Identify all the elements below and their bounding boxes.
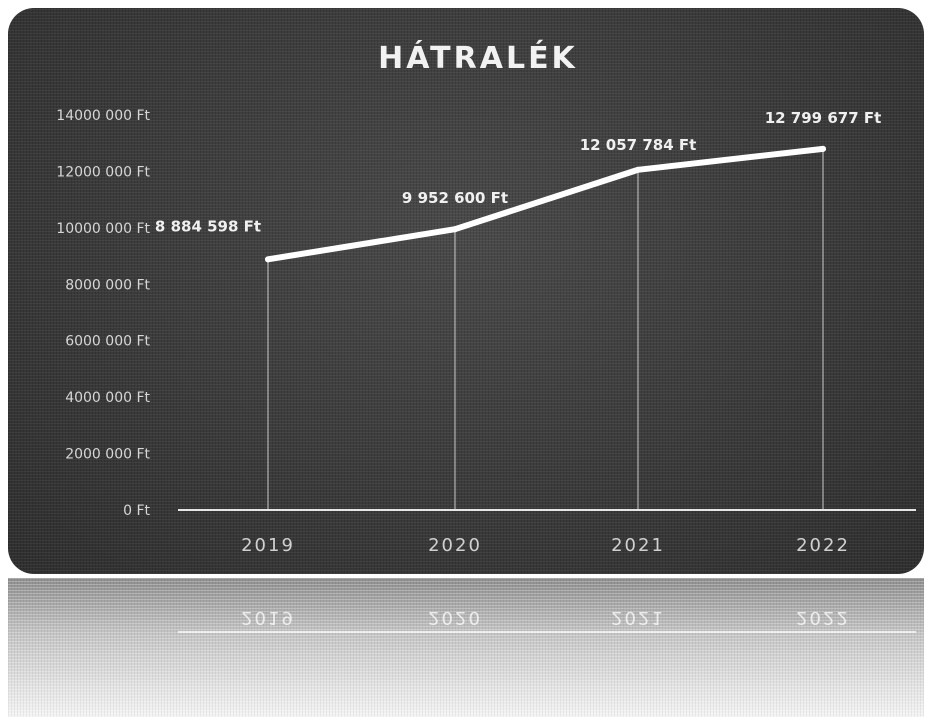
reflected-x-label: 2022 — [796, 607, 850, 628]
x-tick-label: 2020 — [428, 535, 482, 556]
x-tick-label: 2021 — [611, 535, 665, 556]
data-label: 9 952 600 Ft — [402, 189, 508, 207]
reflected-x-labels: 2019 2020 2021 2022 — [241, 607, 850, 628]
data-label: 12 057 784 Ft — [580, 136, 697, 154]
y-tick-label: 2000 000 Ft — [65, 447, 150, 463]
chart-reflection: 2019 2020 2021 2022 — [8, 578, 924, 717]
y-tick-label: 0 Ft — [123, 503, 150, 519]
y-tick-label: 14000 000 Ft — [56, 108, 150, 124]
series-line — [265, 145, 826, 263]
data-labels: 8 884 598 Ft 9 952 600 Ft 12 057 784 Ft 12 … — [155, 109, 881, 235]
data-label: 12 799 677 Ft — [765, 109, 882, 127]
reflected-x-label: 2021 — [611, 607, 665, 628]
y-tick-label: 8000 000 Ft — [65, 277, 150, 293]
reflection-canvas: 2019 2020 2021 2022 — [178, 607, 916, 633]
y-tick-label: 10000 000 Ft — [56, 221, 150, 237]
data-point — [635, 166, 641, 173]
data-point — [265, 256, 271, 263]
x-axis-ticks: 2019 2020 2021 2022 — [241, 535, 850, 556]
y-tick-label: 12000 000 Ft — [56, 164, 150, 180]
data-label: 8 884 598 Ft — [155, 217, 261, 235]
data-point — [820, 145, 826, 152]
y-tick-label: 4000 000 Ft — [65, 390, 150, 406]
reflected-x-label: 2019 — [241, 607, 295, 628]
drop-lines — [267, 148, 824, 510]
data-point — [452, 226, 458, 233]
chart-canvas: HÁTRALÉK 0 Ft 2000 000 Ft 4000 000 Ft 6000 … — [56, 40, 916, 556]
x-tick-label: 2022 — [796, 535, 850, 556]
y-axis-ticks: 0 Ft 2000 000 Ft 4000 000 Ft 6000 000 Ft 800… — [56, 108, 150, 519]
x-tick-label: 2019 — [241, 535, 295, 556]
chart-title: HÁTRALÉK — [378, 40, 578, 76]
y-tick-label: 6000 000 Ft — [65, 334, 150, 350]
reflected-x-label: 2020 — [428, 607, 482, 628]
chart-card: HÁTRALÉK 0 Ft 2000 000 Ft 4000 000 Ft 6000 … — [8, 8, 924, 574]
data-points — [265, 145, 826, 263]
